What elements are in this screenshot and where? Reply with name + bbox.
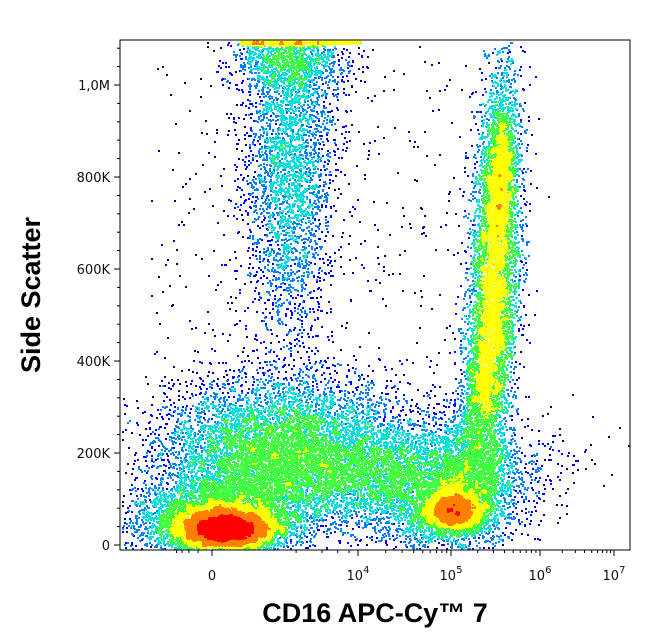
density-dots — [131, 43, 527, 550]
y-tick-label: 800K — [77, 171, 111, 186]
y-tick-label: 0 — [102, 539, 110, 554]
density-dots — [164, 40, 514, 550]
density-dots — [197, 504, 460, 543]
density-dots — [122, 42, 552, 550]
x-tick-label: 106 — [529, 565, 552, 584]
x-axis-title: CD16 APC-Cy™ 7 — [262, 598, 488, 628]
density-dots — [122, 42, 587, 550]
y-tick-label: 200K — [77, 447, 111, 462]
x-tick-label: 105 — [440, 565, 463, 584]
y-tick-label: 400K — [77, 355, 111, 370]
data-points — [122, 40, 630, 550]
x-axis: 0 104 105 106 107 — [176, 550, 626, 584]
y-tick-label: 600K — [77, 263, 111, 278]
y-axis: 0 200K 400K 600K 800K 1,0M — [77, 47, 120, 554]
x-tick-label: 107 — [603, 565, 626, 584]
x-tick-label: 104 — [347, 565, 370, 584]
y-axis-title: Side Scatter — [16, 216, 46, 373]
density-dots — [155, 42, 521, 550]
density-dots — [122, 42, 630, 550]
plot-frame — [119, 39, 631, 551]
y-tick-label: 1,0M — [78, 79, 110, 94]
x-tick-label: 0 — [208, 569, 216, 584]
